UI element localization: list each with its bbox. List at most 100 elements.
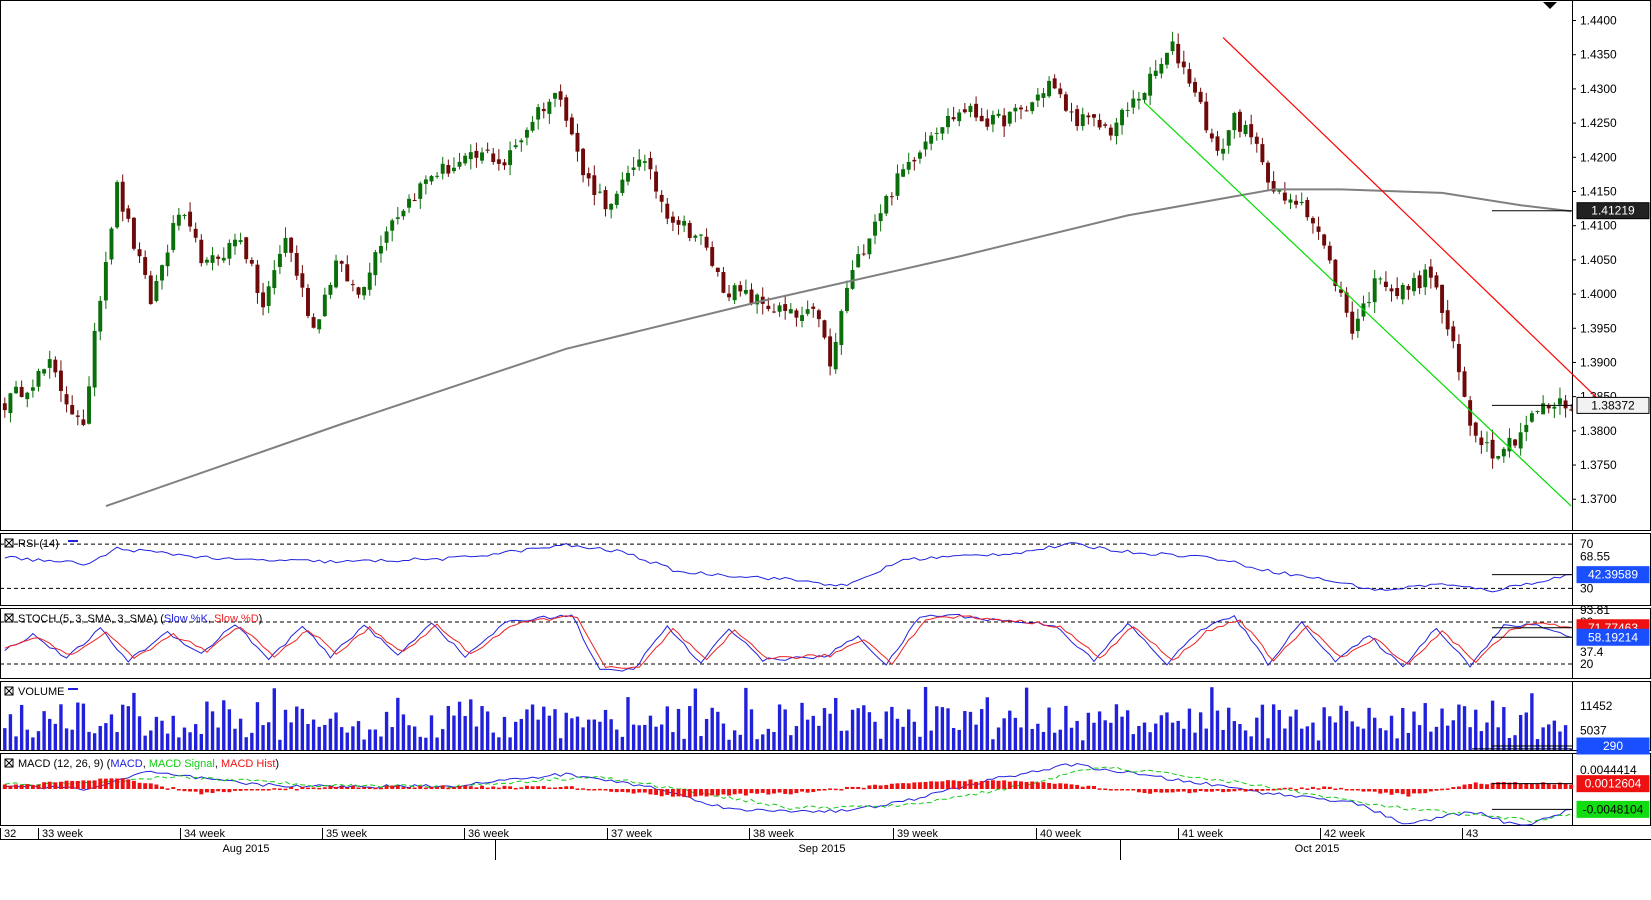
volume-bar [1075,720,1079,750]
candle-body [1501,448,1506,457]
macd-hist-bar [833,788,838,791]
volume-bar [1081,740,1085,750]
price-panel: 1.4400 1.4350 1.4300 1.4250 1.4200 1.4150 1.41… [2,14,1617,508]
candle-body [861,253,866,255]
candle-body [165,252,170,267]
macd-hist-bar [800,789,805,792]
volume-bar [721,723,726,750]
candle-body [70,405,75,415]
candle-body [822,320,827,338]
macd-hist-bar [519,787,524,789]
macd-hist-bar [704,789,709,797]
candle-body [693,235,698,238]
candle-body [558,91,563,100]
volume-bar [137,716,142,750]
macd-hist-bar [345,787,350,790]
volume-bar [1300,728,1304,750]
volume-bar [1322,707,1326,750]
macd-hist-bar [1232,789,1237,792]
candle-body [1019,107,1023,110]
volume-bar [1277,709,1281,750]
candle-body [1187,69,1192,84]
x-axis: 32 33 week 34 week 35 week 36 week 37 week 38 … [0,828,1651,860]
candle-body [1451,326,1456,342]
scroll-end-marker[interactable] [1543,2,1557,9]
volume-bar [1558,731,1562,750]
macd-hist-bar [642,789,647,793]
macd-hist-bar [1445,788,1450,790]
volume-bar [738,734,742,750]
candle-body [160,265,164,281]
volume-bar [250,732,254,750]
candle-body [407,198,412,208]
macd-hist-bar [435,787,440,789]
macd-hist-bar [749,789,754,794]
volume-bar [1547,724,1551,750]
candle-body [1266,162,1270,183]
volume-bar [985,697,989,750]
candle-body [1322,234,1327,246]
candle-body [990,115,995,125]
macd-hist-bar [390,785,395,789]
month-label: Oct 2015 [1295,843,1340,855]
candle-body [446,165,451,174]
price-tick-label: 1.4350 [1580,48,1617,62]
macd-hist-bar [1069,784,1074,789]
volume-bar [182,727,187,750]
candle-body [1524,424,1529,433]
candle-body [850,269,855,289]
candle-body [210,255,215,263]
panel-title-part: ) [275,758,279,770]
macd-hist-bar [485,787,490,790]
series-line-0 [4,762,1572,826]
macd-hist-bar [1322,786,1327,789]
candle-body [188,211,193,227]
candle-body [884,195,889,214]
candle-body [182,215,187,217]
candle-body [384,231,389,243]
candle-body [1159,63,1164,74]
volume-bar [951,728,956,750]
volume-bar [1535,739,1540,750]
volume-bar [469,699,473,750]
macd-hist-bar [1024,781,1029,789]
macd-hist-bar [1361,789,1366,792]
candle-body [940,127,945,134]
volume-bar [87,731,91,750]
candle-body [1232,113,1237,131]
macd-hist-bar [64,780,69,789]
month-label: Aug 2015 [222,843,269,855]
candle-body [749,289,754,304]
candle-body [1249,124,1254,138]
candle-body [1114,122,1119,137]
macd-hist-bar [238,789,243,791]
candle-body [1209,133,1214,139]
macd-hist-bar [1209,789,1214,792]
volume-bar [205,701,209,750]
macd-hist-bar [322,787,327,789]
volume-bar [1165,712,1169,750]
macd-hist-bar [1400,789,1405,795]
macd-hist-bar [277,788,282,790]
candle-body [547,101,552,114]
candle-body [373,252,378,276]
volume-bar [901,726,905,750]
volume-bar [1569,748,1573,750]
volume-bar [1008,710,1012,750]
macd-hist-bar [199,789,204,795]
candle-body [541,108,546,112]
macd-hist-bar [1176,789,1181,792]
candle-body [1383,281,1388,288]
candle-body [451,167,456,172]
macd-hist-bar [1327,786,1332,789]
macd-title: MACD (12, 26, 9) (MACD, MACD Signal, MAC… [18,758,279,770]
panel-title-part: ) [259,613,263,625]
candle-body [171,223,176,250]
candle-body [1142,92,1147,100]
candle-body [1226,130,1231,146]
candle-body [1131,98,1136,108]
macd-hist-bar [1406,789,1411,797]
volume-bar [1406,732,1411,750]
macd-hist-bar [1378,789,1383,794]
volume-bar [665,706,669,750]
